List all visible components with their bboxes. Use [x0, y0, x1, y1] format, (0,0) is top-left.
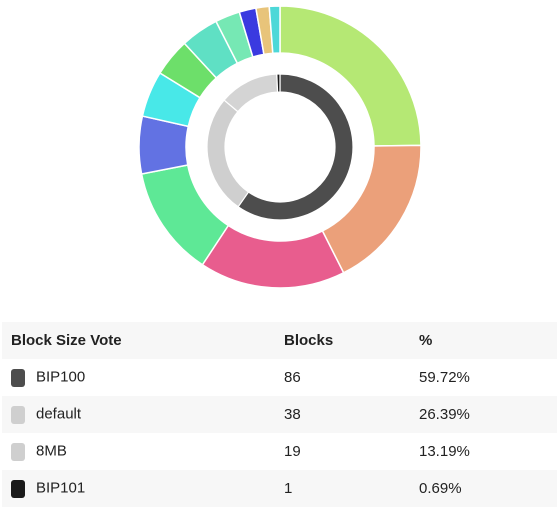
outer-ring-slice[interactable]: [279, 5, 422, 147]
color-swatch: [11, 405, 25, 424]
inner-ring-slice[interactable]: [276, 73, 281, 93]
row-label-cell: BIP101: [2, 470, 284, 507]
row-label: 8MB: [36, 443, 67, 461]
inner-ring-slice[interactable]: [223, 73, 279, 113]
outer-ring-slice[interactable]: [201, 224, 345, 289]
row-percent: 0.69%: [419, 470, 557, 507]
row-label: BIP100: [36, 369, 86, 387]
row-blocks: 1: [284, 470, 419, 507]
row-blocks: 86: [284, 359, 419, 396]
row-percent: 59.72%: [419, 359, 557, 396]
vote-table: Block Size Vote Blocks % BIP100 86 59.72…: [2, 322, 557, 507]
header-block-size-vote: Block Size Vote: [2, 322, 284, 359]
row-label: default: [36, 406, 82, 424]
table-row: 8MB 19 13.19%: [2, 433, 557, 470]
row-blocks: 19: [284, 433, 419, 470]
row-label: BIP101: [36, 480, 86, 498]
header-percent: %: [419, 322, 557, 359]
table-row: BIP100 86 59.72%: [2, 359, 557, 396]
row-label-cell: BIP100: [2, 359, 284, 396]
inner-ring-slice[interactable]: [237, 73, 354, 221]
outer-ring-slice[interactable]: [268, 5, 281, 55]
color-swatch: [11, 479, 25, 498]
row-label-cell: 8MB: [2, 433, 284, 470]
table-header-row: Block Size Vote Blocks %: [2, 322, 557, 359]
row-blocks: 38: [284, 396, 419, 433]
row-percent: 26.39%: [419, 396, 557, 433]
table-row: BIP101 1 0.69%: [2, 470, 557, 507]
row-label-cell: default: [2, 396, 284, 433]
inner-ring-slice[interactable]: [206, 99, 250, 208]
color-swatch: [11, 442, 25, 461]
donut-chart-area: [138, 5, 422, 289]
header-blocks: Blocks: [284, 322, 419, 359]
color-swatch: [11, 368, 25, 387]
donut-chart: [138, 5, 422, 289]
row-percent: 13.19%: [419, 433, 557, 470]
table-row: default 38 26.39%: [2, 396, 557, 433]
